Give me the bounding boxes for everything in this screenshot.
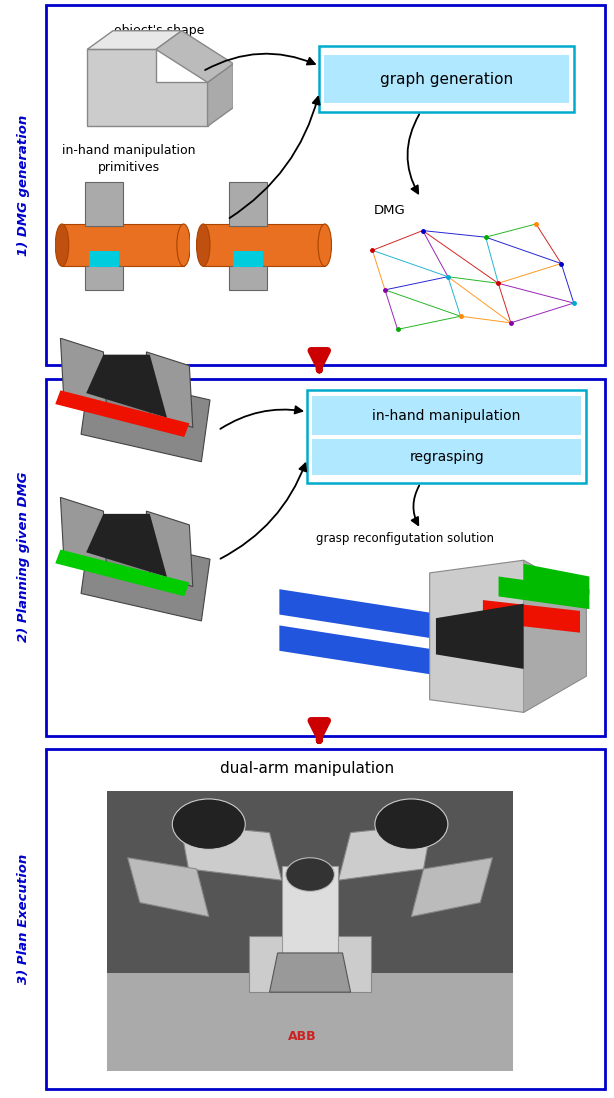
Text: grasp reconfigutation solution: grasp reconfigutation solution bbox=[316, 531, 494, 545]
Text: desired grasp: desired grasp bbox=[92, 528, 178, 541]
Text: 3) Plan Execution: 3) Plan Execution bbox=[17, 854, 30, 984]
Text: in-hand manipulation
primitives: in-hand manipulation primitives bbox=[62, 144, 196, 175]
Bar bbox=[307, 390, 586, 483]
Text: graph generation: graph generation bbox=[380, 71, 513, 87]
Text: 2) Planning given DMG: 2) Planning given DMG bbox=[17, 472, 30, 642]
Bar bbox=[324, 55, 569, 103]
Text: initial grasp: initial grasp bbox=[98, 392, 172, 405]
Text: 1) DMG generation: 1) DMG generation bbox=[17, 114, 30, 256]
Text: regrasping: regrasping bbox=[410, 450, 484, 464]
Text: dual-arm manipulation: dual-arm manipulation bbox=[220, 761, 394, 776]
Text: object's shape: object's shape bbox=[114, 24, 205, 37]
Bar bbox=[46, 5, 605, 365]
Bar bbox=[46, 379, 605, 736]
Bar bbox=[46, 749, 605, 1089]
Bar bbox=[319, 46, 574, 112]
Text: DMG: DMG bbox=[374, 204, 406, 217]
Bar bbox=[312, 396, 581, 435]
Text: in-hand manipulation: in-hand manipulation bbox=[373, 408, 521, 423]
Bar bbox=[312, 439, 581, 475]
